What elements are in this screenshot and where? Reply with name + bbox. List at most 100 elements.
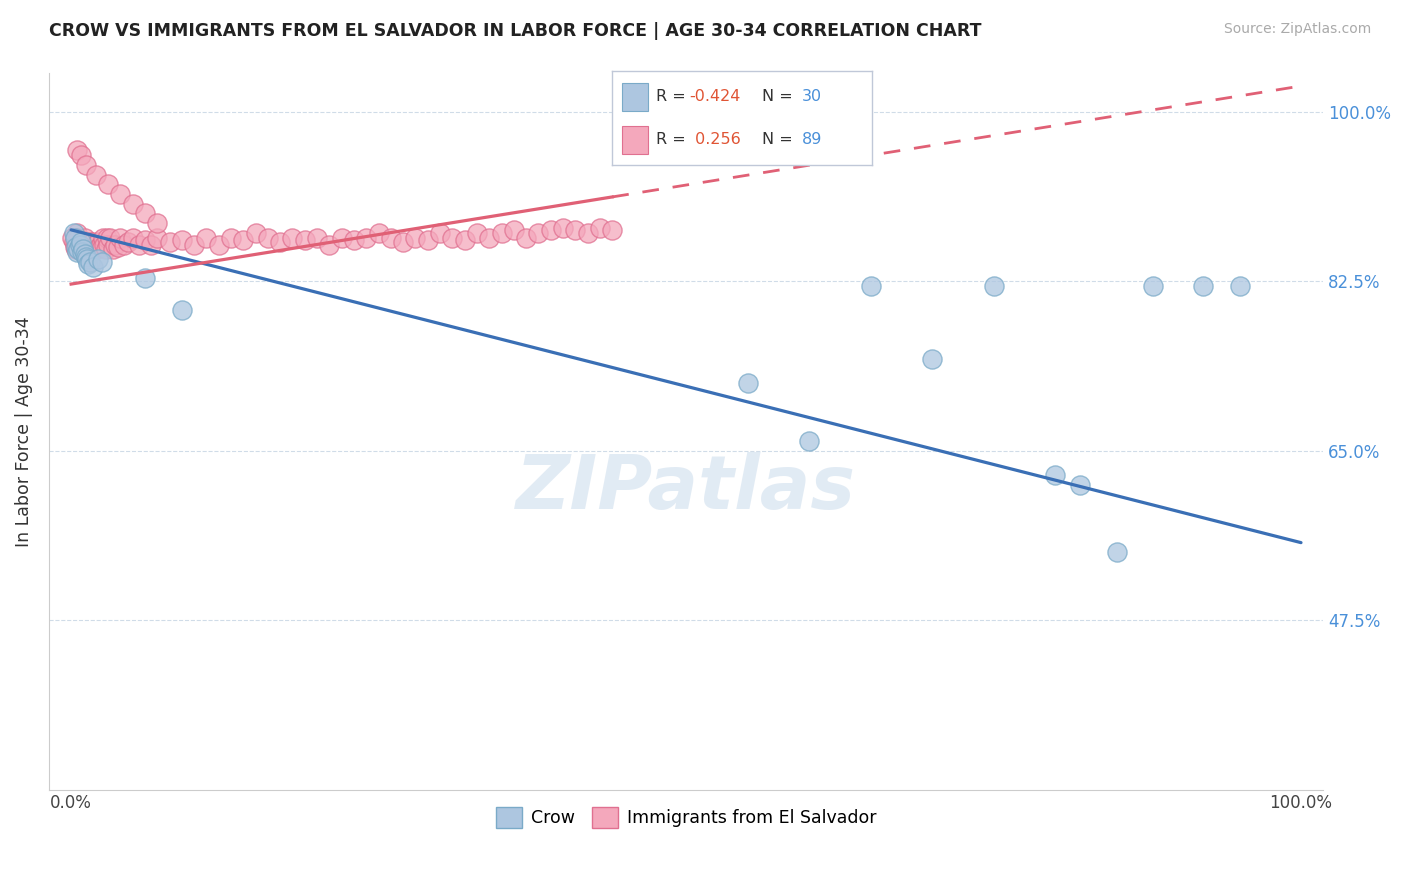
Point	[73, 230, 96, 244]
Text: R =: R =	[655, 89, 690, 104]
Point	[208, 238, 231, 252]
Point	[139, 238, 162, 252]
Point	[478, 230, 501, 244]
Point	[79, 235, 101, 250]
Point	[83, 242, 105, 256]
Point	[527, 226, 550, 240]
Point	[76, 238, 98, 252]
Point	[121, 196, 143, 211]
Point	[67, 230, 90, 244]
Point	[75, 158, 97, 172]
Point	[104, 238, 127, 252]
Point	[60, 230, 83, 244]
Point	[93, 238, 115, 252]
Point	[1229, 279, 1251, 293]
Text: CROW VS IMMIGRANTS FROM EL SALVADOR IN LABOR FORCE | AGE 30-34 CORRELATION CHART: CROW VS IMMIGRANTS FROM EL SALVADOR IN L…	[49, 22, 981, 40]
Point	[70, 148, 93, 162]
Point	[66, 245, 89, 260]
Point	[65, 240, 87, 254]
Point	[245, 226, 267, 240]
Point	[75, 250, 97, 264]
Point	[392, 235, 415, 250]
Point	[76, 252, 98, 266]
Point	[66, 238, 89, 252]
Point	[737, 376, 759, 390]
Point	[80, 242, 103, 256]
Point	[62, 235, 84, 250]
Point	[75, 240, 97, 254]
Point	[90, 255, 112, 269]
Point	[380, 230, 402, 244]
Point	[170, 303, 193, 318]
Bar	[621, 126, 648, 153]
Point	[70, 242, 93, 256]
Point	[66, 144, 89, 158]
Point	[232, 233, 254, 247]
Point	[589, 221, 612, 235]
Point	[294, 233, 316, 247]
Point	[134, 233, 156, 247]
Text: 30: 30	[801, 89, 821, 104]
Point	[94, 242, 117, 256]
Legend: Crow, Immigrants from El Salvador: Crow, Immigrants from El Salvador	[489, 799, 883, 835]
Point	[101, 242, 124, 256]
Point	[146, 230, 169, 244]
Point	[66, 226, 89, 240]
Point	[65, 242, 87, 256]
Point	[134, 271, 156, 285]
Point	[72, 242, 94, 256]
Point	[84, 168, 107, 182]
Point	[921, 351, 943, 366]
Point	[195, 230, 218, 244]
Point	[134, 206, 156, 220]
Text: ZIPatlas: ZIPatlas	[516, 452, 856, 525]
Point	[107, 240, 129, 254]
Point	[69, 238, 91, 252]
Point	[1043, 467, 1066, 482]
Point	[97, 238, 120, 252]
Point	[465, 226, 488, 240]
Point	[183, 238, 205, 252]
Point	[86, 242, 108, 256]
Point	[63, 230, 86, 244]
Point	[1191, 279, 1213, 293]
Point	[112, 238, 135, 252]
Bar	[621, 83, 648, 111]
Point	[416, 233, 439, 247]
Point	[97, 178, 120, 192]
Y-axis label: In Labor Force | Age 30-34: In Labor Force | Age 30-34	[15, 316, 32, 547]
Point	[551, 221, 574, 235]
Point	[576, 226, 599, 240]
Text: Source: ZipAtlas.com: Source: ZipAtlas.com	[1223, 22, 1371, 37]
Point	[600, 223, 623, 237]
Point	[91, 230, 114, 244]
Point	[859, 279, 882, 293]
Point	[70, 235, 93, 250]
Text: N =: N =	[762, 132, 799, 147]
Point	[367, 226, 389, 240]
Point	[84, 238, 107, 252]
Point	[69, 238, 91, 252]
Point	[90, 238, 112, 252]
Point	[128, 238, 150, 252]
Point	[219, 230, 242, 244]
Text: 0.256: 0.256	[690, 132, 741, 147]
Point	[77, 257, 100, 271]
Point	[96, 230, 118, 244]
Point	[90, 240, 112, 254]
Point	[1069, 477, 1091, 491]
Point	[100, 230, 122, 244]
Point	[82, 235, 104, 250]
Text: R =: R =	[655, 132, 690, 147]
Point	[63, 240, 86, 254]
Text: -0.424: -0.424	[690, 89, 741, 104]
Point	[73, 247, 96, 261]
Point	[405, 230, 427, 244]
Point	[89, 240, 111, 254]
Text: N =: N =	[762, 89, 799, 104]
Text: 89: 89	[801, 132, 823, 147]
Point	[117, 235, 139, 250]
Point	[72, 240, 94, 254]
Point	[429, 226, 451, 240]
Point	[281, 230, 304, 244]
